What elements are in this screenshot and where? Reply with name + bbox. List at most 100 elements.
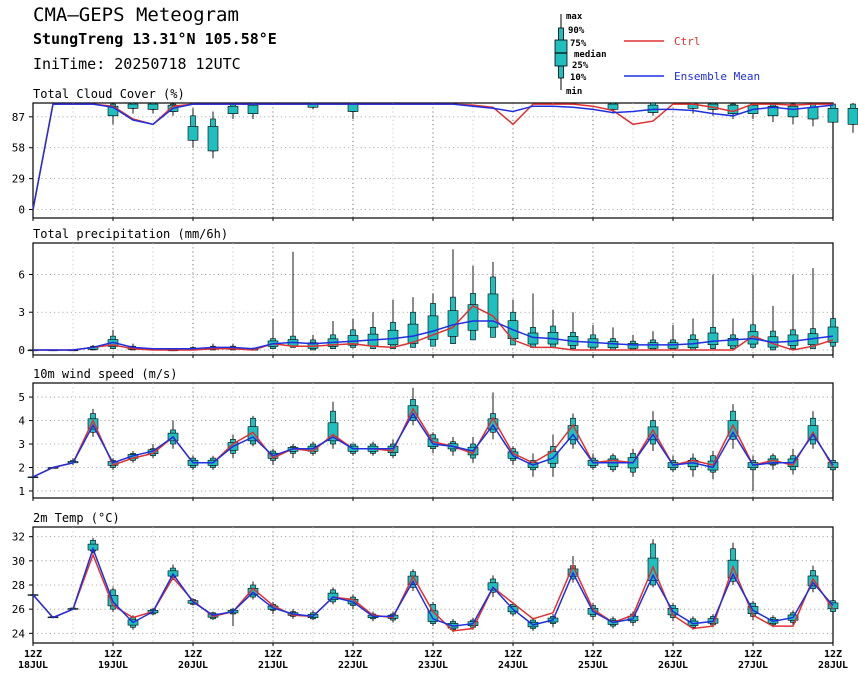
x-tick-label-hour: 12Z: [264, 649, 282, 660]
box-inner: [847, 108, 858, 125]
y-tick-label: 29: [12, 173, 25, 186]
box-inner: [427, 315, 439, 340]
box-inner: [407, 405, 419, 418]
x-tick-label-date: 18JUL: [18, 660, 48, 671]
x-tick-label-date: 27JUL: [738, 660, 768, 671]
box-inner: [827, 462, 839, 469]
x-tick-label-hour: 12Z: [584, 649, 602, 660]
location-label: StungTreng 13.31°N 105.58°E: [33, 30, 277, 48]
legend-box-label-90: 90%: [568, 26, 585, 36]
box-inner: [127, 103, 139, 109]
y-tick-label: 26: [12, 603, 25, 616]
box-inner: [207, 126, 219, 152]
box-inner: [727, 420, 739, 437]
x-tick-label-date: 23JUL: [418, 660, 448, 671]
x-tick-label-date: 21JUL: [258, 660, 288, 671]
ensemble-mean-line: [33, 320, 834, 351]
x-tick-label-hour: 12Z: [824, 649, 842, 660]
box-inner: [607, 103, 619, 110]
ctrl-line: [33, 304, 834, 351]
box-inner: [707, 332, 719, 346]
x-tick-label-date: 25JUL: [578, 660, 608, 671]
box-inner: [467, 304, 479, 331]
ensemble-mean-line: [32, 546, 834, 627]
panel-title: Total Cloud Cover (%): [33, 87, 185, 101]
panel-1: Total Cloud Cover (%) 0 29 58 87: [12, 87, 858, 221]
legend-box-label-25: 25%: [572, 61, 589, 71]
y-tick-label: 6: [18, 268, 25, 281]
x-tick-label-hour: 12Z: [24, 649, 42, 660]
box-inner: [187, 126, 199, 141]
meteogram-title: CMA–GEPS Meteogram: [33, 4, 239, 26]
x-tick-label-hour: 12Z: [344, 649, 362, 660]
box-inner: [727, 104, 739, 114]
panel-title: 2m Temp (°C): [33, 511, 120, 525]
panel-title: Total precipitation (mm/6h): [33, 227, 228, 241]
x-tick-label-hour: 12Z: [104, 649, 122, 660]
x-tick-label-date: 26JUL: [658, 660, 688, 671]
panel-4: 2m Temp (°C) 24 26 28 30 32: [12, 511, 839, 646]
legend-box-label-10: 10%: [570, 73, 587, 83]
y-tick-label: 3: [18, 438, 25, 451]
ensemble-boxes: [107, 102, 858, 159]
legend: max 90% 75% median 25% 10% min Ctrl Ense…: [554, 12, 760, 97]
legend-box-icon: [554, 14, 568, 90]
box-inner: [727, 337, 739, 347]
x-tick-label-hour: 12Z: [504, 649, 522, 660]
x-tick-label-date: 28JUL: [818, 660, 848, 671]
y-tick-label: 24: [12, 627, 26, 640]
y-tick-label: 32: [12, 531, 25, 544]
legend-box-label-median: median: [574, 49, 607, 60]
box-inner: [827, 326, 839, 343]
x-tick-label-date: 19JUL: [98, 660, 128, 671]
panel-2: Total precipitation (mm/6h) 0 3 6: [18, 227, 839, 358]
box-inner: [767, 105, 779, 117]
legend-box-label-max: max: [566, 12, 583, 22]
y-tick-label: 2: [18, 461, 25, 474]
box-inner: [807, 106, 819, 120]
y-tick-label: 1: [18, 485, 25, 498]
x-tick-label-hour: 12Z: [664, 649, 682, 660]
x-tick-label-hour: 12Z: [184, 649, 202, 660]
y-tick-label: 4: [18, 415, 25, 428]
box-inner: [247, 104, 259, 114]
panels: Total Cloud Cover (%) 0 29 58 87 Total precip…: [12, 87, 858, 646]
ensemble-mean-line: [32, 103, 834, 210]
box-inner: [647, 557, 659, 581]
x-tick-label-hour: 12Z: [424, 649, 442, 660]
box-inner: [807, 575, 819, 587]
box-inner: [487, 293, 499, 328]
y-tick-label: 3: [18, 306, 25, 319]
ensemble-mean-line: [32, 412, 834, 478]
legend-ctrl-label: Ctrl: [674, 35, 701, 48]
box-inner: [27, 476, 39, 478]
x-tick-label-date: 24JUL: [498, 660, 528, 671]
y-tick-label: 87: [12, 111, 25, 124]
panel-title: 10m wind speed (m/s): [33, 367, 178, 381]
y-tick-label: 0: [18, 344, 25, 357]
y-tick-label: 58: [12, 142, 25, 155]
box-inner: [347, 103, 359, 112]
legend-box-label-75: 75%: [570, 39, 587, 49]
box-inner: [787, 105, 799, 118]
y-tick-label: 5: [18, 391, 25, 404]
legend-box-label-min: min: [566, 86, 582, 97]
x-tick-label-hour: 12Z: [744, 649, 762, 660]
y-tick-label: 0: [18, 203, 25, 216]
box-inner: [827, 108, 839, 123]
y-tick-label: 28: [12, 579, 25, 592]
box-inner: [407, 323, 419, 344]
ctrl-line: [32, 552, 834, 632]
box-inner: [247, 426, 259, 442]
init-time-label: IniTime: 20250718 12UTC: [33, 55, 241, 73]
box-inner: [627, 343, 639, 349]
x-axis-labels: 12Z18JUL12Z19JUL12Z20JUL12Z21JUL12Z22JUL…: [18, 649, 848, 671]
box-inner: [527, 332, 539, 345]
box-inner: [147, 103, 159, 110]
box-inner: [227, 105, 239, 114]
panel-3: 10m wind speed (m/s) 1 2 3 4 5: [18, 367, 839, 501]
x-tick-label-date: 20JUL: [178, 660, 208, 671]
x-tick-label-date: 22JUL: [338, 660, 368, 671]
legend-mean-label: Ensemble Mean: [674, 70, 760, 83]
